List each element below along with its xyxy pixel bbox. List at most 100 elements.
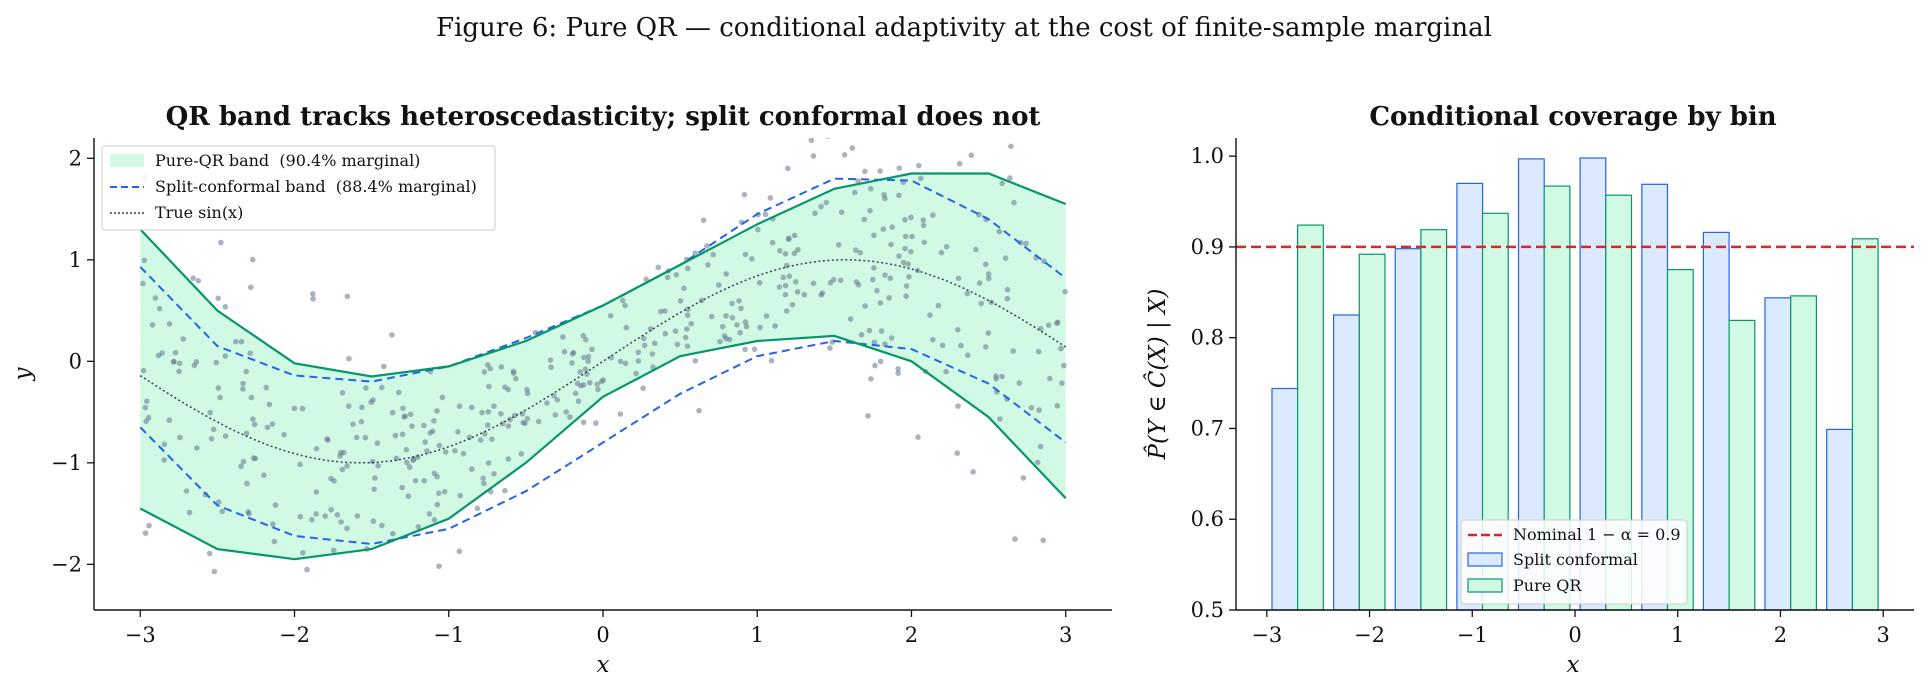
scatter-point bbox=[870, 276, 876, 283]
scatter-point bbox=[281, 431, 287, 438]
scatter-point bbox=[583, 336, 589, 343]
right-panel-title: Conditional coverage by bin bbox=[1369, 102, 1776, 132]
scatter-point bbox=[698, 297, 705, 304]
scatter-point bbox=[389, 409, 396, 416]
scatter-point bbox=[213, 359, 219, 366]
left-panel-title: QR band tracks heteroscedasticity; split… bbox=[166, 102, 1041, 132]
scatter-point bbox=[403, 447, 410, 453]
scatter-point bbox=[1012, 536, 1018, 542]
scatter-point bbox=[776, 284, 783, 290]
scatter-point bbox=[662, 330, 669, 337]
scatter-point bbox=[585, 358, 591, 365]
scatter-point bbox=[567, 414, 573, 420]
scatter-point bbox=[1036, 407, 1042, 413]
scatter-point bbox=[482, 431, 488, 437]
scatter-point bbox=[871, 339, 878, 346]
y-tick-label: 0.8 bbox=[1191, 326, 1224, 350]
scatter-point bbox=[734, 322, 740, 328]
scatter-point bbox=[964, 352, 971, 359]
y-tick-label: 0.5 bbox=[1191, 598, 1224, 622]
scatter-point bbox=[664, 274, 671, 281]
scatter-point bbox=[250, 455, 257, 461]
scatter-point bbox=[878, 328, 885, 334]
scatter-point bbox=[955, 403, 961, 409]
scatter-point bbox=[684, 312, 691, 319]
scatter-point bbox=[762, 211, 769, 218]
scatter-point bbox=[681, 285, 687, 292]
scatter-point bbox=[852, 247, 859, 253]
right-panel: Conditional coverage by bin −3 −2 −1 0 1 2 3 0… bbox=[1144, 102, 1914, 678]
scatter-point bbox=[159, 350, 165, 356]
scatter-point bbox=[956, 160, 963, 167]
scatter-point bbox=[792, 279, 799, 285]
scatter-point bbox=[755, 226, 761, 233]
scatter-point bbox=[442, 449, 449, 455]
scatter-point bbox=[751, 346, 758, 353]
scatter-point bbox=[964, 290, 971, 297]
scatter-point bbox=[518, 451, 525, 457]
scatter-point bbox=[561, 348, 568, 355]
split-coverage-bar bbox=[1702, 231, 1730, 611]
scatter-point bbox=[439, 394, 446, 401]
x-tick-label: −1 bbox=[1457, 623, 1488, 647]
scatter-point bbox=[692, 358, 699, 364]
scatter-point bbox=[935, 302, 942, 309]
scatter-point bbox=[309, 516, 315, 523]
left-x-axis-label: x bbox=[597, 652, 610, 678]
scatter-point bbox=[896, 192, 902, 199]
scatter-point bbox=[406, 464, 413, 470]
scatter-point bbox=[786, 235, 792, 241]
scatter-point bbox=[341, 449, 347, 456]
scatter-point bbox=[193, 359, 200, 365]
scatter-point bbox=[954, 450, 960, 456]
y-tick-label: −2 bbox=[51, 552, 82, 576]
scatter-point bbox=[575, 398, 582, 405]
qr-coverage-bar bbox=[1728, 319, 1756, 611]
scatter-point bbox=[337, 453, 343, 459]
scatter-point bbox=[563, 409, 569, 415]
scatter-point bbox=[434, 501, 441, 508]
scatter-point bbox=[723, 271, 729, 277]
scatter-point bbox=[997, 416, 1003, 422]
scatter-point bbox=[1040, 537, 1047, 544]
scatter-point bbox=[767, 195, 774, 201]
scatter-point bbox=[986, 275, 992, 282]
scatter-point bbox=[399, 431, 406, 438]
legend-swatch-qr bbox=[1467, 578, 1503, 593]
scatter-point bbox=[921, 239, 928, 246]
scatter-point bbox=[772, 323, 778, 329]
scatter-point bbox=[985, 330, 992, 336]
scatter-point bbox=[510, 370, 517, 377]
scatter-point bbox=[217, 394, 223, 401]
scatter-point bbox=[359, 404, 365, 411]
scatter-point bbox=[370, 397, 376, 403]
scatter-point bbox=[1045, 322, 1052, 329]
scatter-point bbox=[243, 368, 249, 375]
scatter-point bbox=[426, 511, 433, 517]
scatter-point bbox=[572, 390, 579, 397]
scatter-point bbox=[469, 466, 475, 472]
scatter-point bbox=[903, 283, 910, 289]
scatter-point bbox=[1028, 404, 1035, 411]
scatter-point bbox=[379, 522, 385, 529]
scatter-point bbox=[156, 305, 163, 312]
scatter-point bbox=[498, 411, 504, 417]
scatter-point bbox=[291, 405, 298, 412]
split-coverage-bar bbox=[1271, 387, 1299, 611]
scatter-point bbox=[468, 404, 475, 411]
scatter-point bbox=[895, 366, 901, 372]
scatter-point bbox=[700, 217, 707, 224]
split-band-lower-line bbox=[139, 339, 1067, 546]
scatter-point bbox=[743, 323, 750, 330]
scatter-point bbox=[918, 175, 924, 182]
scatter-point bbox=[741, 191, 748, 198]
scatter-point bbox=[723, 313, 729, 319]
scatter-point bbox=[985, 271, 992, 277]
scatter-point bbox=[299, 405, 306, 412]
scatter-point bbox=[705, 262, 711, 268]
scatter-point bbox=[166, 321, 173, 327]
scatter-point bbox=[436, 563, 442, 569]
scatter-point bbox=[489, 436, 495, 443]
scatter-point bbox=[658, 308, 664, 315]
scatter-point bbox=[409, 423, 415, 430]
